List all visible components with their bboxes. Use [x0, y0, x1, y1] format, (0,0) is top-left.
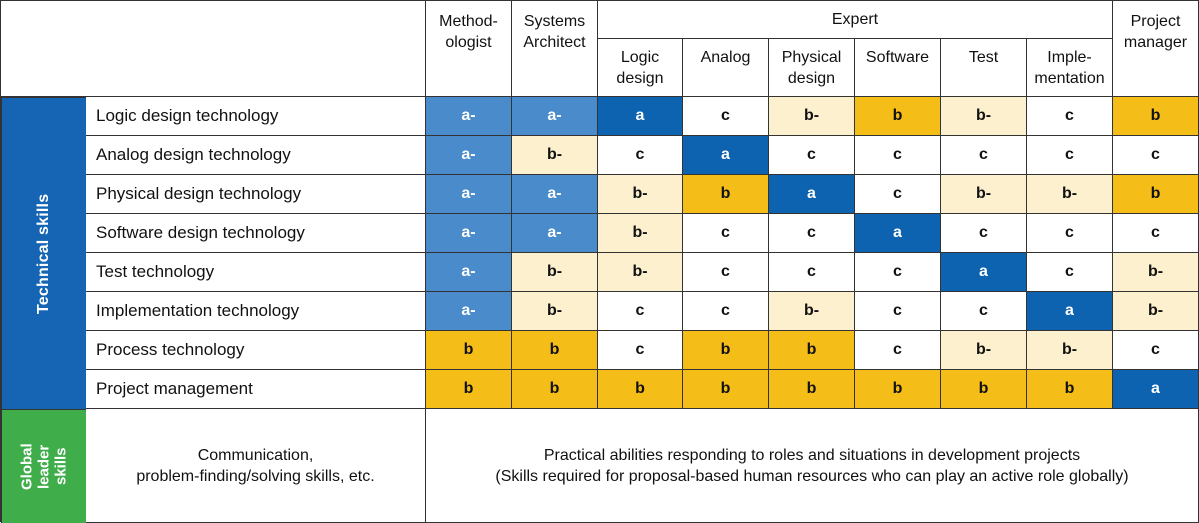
skill-row-label: Implementation technology [86, 292, 426, 331]
level-cell: c [683, 292, 769, 331]
col-header-implementation: Imple- mentation [1027, 39, 1113, 97]
level-cell: b- [941, 175, 1027, 214]
col-header-methodologist: Method- ologist [426, 1, 512, 97]
level-cell: b- [512, 292, 598, 331]
col-header-test: Test [941, 39, 1027, 97]
level-cell: b- [1027, 175, 1113, 214]
level-cell: b- [1027, 331, 1113, 370]
level-cell: b- [598, 175, 683, 214]
level-cell: b- [941, 331, 1027, 370]
global-leader-skills-label: Global leader skills [1, 409, 86, 523]
level-cell: c [769, 136, 855, 175]
level-cell: b [683, 331, 769, 370]
level-cell: b [855, 370, 941, 409]
level-cell: b [426, 331, 512, 370]
level-cell: c [769, 253, 855, 292]
level-cell: c [683, 214, 769, 253]
level-cell: c [598, 331, 683, 370]
level-cell: a [769, 175, 855, 214]
level-cell: b- [512, 136, 598, 175]
level-cell: c [1027, 97, 1113, 136]
skill-row-label: Process technology [86, 331, 426, 370]
skill-row-label: Project management [86, 370, 426, 409]
col-header-project-manager: Project manager [1113, 1, 1199, 97]
technical-skills-label: Technical skills [1, 97, 86, 409]
level-cell: a- [426, 214, 512, 253]
level-cell: a [855, 214, 941, 253]
level-cell: a- [426, 292, 512, 331]
level-cell: a- [512, 214, 598, 253]
level-cell: b [769, 370, 855, 409]
level-cell: a [941, 253, 1027, 292]
global-leader-skills-list: Communication, problem-finding/solving s… [86, 409, 426, 523]
level-cell: b [426, 370, 512, 409]
col-header-physical-design: Physical design [769, 39, 855, 97]
level-cell: b [1027, 370, 1113, 409]
level-cell: b [1113, 175, 1199, 214]
level-cell: b [683, 370, 769, 409]
level-cell: b- [941, 97, 1027, 136]
col-header-software: Software [855, 39, 941, 97]
col-header-logic-design: Logic design [598, 39, 683, 97]
level-cell: a- [426, 253, 512, 292]
level-cell: c [1027, 253, 1113, 292]
level-cell: a- [426, 175, 512, 214]
level-cell: b- [769, 292, 855, 331]
level-cell: b- [1113, 253, 1199, 292]
level-cell: a [683, 136, 769, 175]
level-cell: c [1113, 136, 1199, 175]
corner-header-cell [1, 1, 426, 97]
level-cell: c [941, 214, 1027, 253]
level-cell: b- [769, 97, 855, 136]
level-cell: c [855, 292, 941, 331]
level-cell: c [1113, 214, 1199, 253]
level-cell: b- [598, 253, 683, 292]
level-cell: a [1113, 370, 1199, 409]
level-cell: c [855, 253, 941, 292]
level-cell: c [941, 136, 1027, 175]
level-cell: b- [1113, 292, 1199, 331]
level-cell: c [598, 292, 683, 331]
col-header-analog: Analog [683, 39, 769, 97]
level-cell: c [683, 253, 769, 292]
level-cell: c [1027, 214, 1113, 253]
level-cell: c [941, 292, 1027, 331]
level-cell: a- [426, 136, 512, 175]
level-cell: a [1027, 292, 1113, 331]
level-cell: b [769, 331, 855, 370]
level-cell: b- [512, 253, 598, 292]
level-cell: c [855, 175, 941, 214]
level-cell: c [1113, 331, 1199, 370]
level-cell: a- [512, 97, 598, 136]
level-cell: b [1113, 97, 1199, 136]
skill-row-label: Software design technology [86, 214, 426, 253]
level-cell: b [941, 370, 1027, 409]
level-cell: b [855, 97, 941, 136]
level-cell: b [598, 370, 683, 409]
global-leader-description: Practical abilities responding to roles … [426, 409, 1199, 523]
skill-row-label: Test technology [86, 253, 426, 292]
level-cell: b [512, 331, 598, 370]
level-cell: c [855, 136, 941, 175]
skill-row-label: Logic design technology [86, 97, 426, 136]
level-cell: b [512, 370, 598, 409]
level-cell: b [683, 175, 769, 214]
level-cell: c [683, 97, 769, 136]
col-header-expert: Expert [598, 1, 1113, 39]
level-cell: c [598, 136, 683, 175]
skill-row-label: Physical design technology [86, 175, 426, 214]
level-cell: a- [512, 175, 598, 214]
level-cell: a [598, 97, 683, 136]
col-header-systems-architect: Systems Architect [512, 1, 598, 97]
level-cell: c [1027, 136, 1113, 175]
level-cell: a- [426, 97, 512, 136]
skill-row-label: Analog design technology [86, 136, 426, 175]
level-cell: c [769, 214, 855, 253]
level-cell: b- [598, 214, 683, 253]
level-cell: c [855, 331, 941, 370]
